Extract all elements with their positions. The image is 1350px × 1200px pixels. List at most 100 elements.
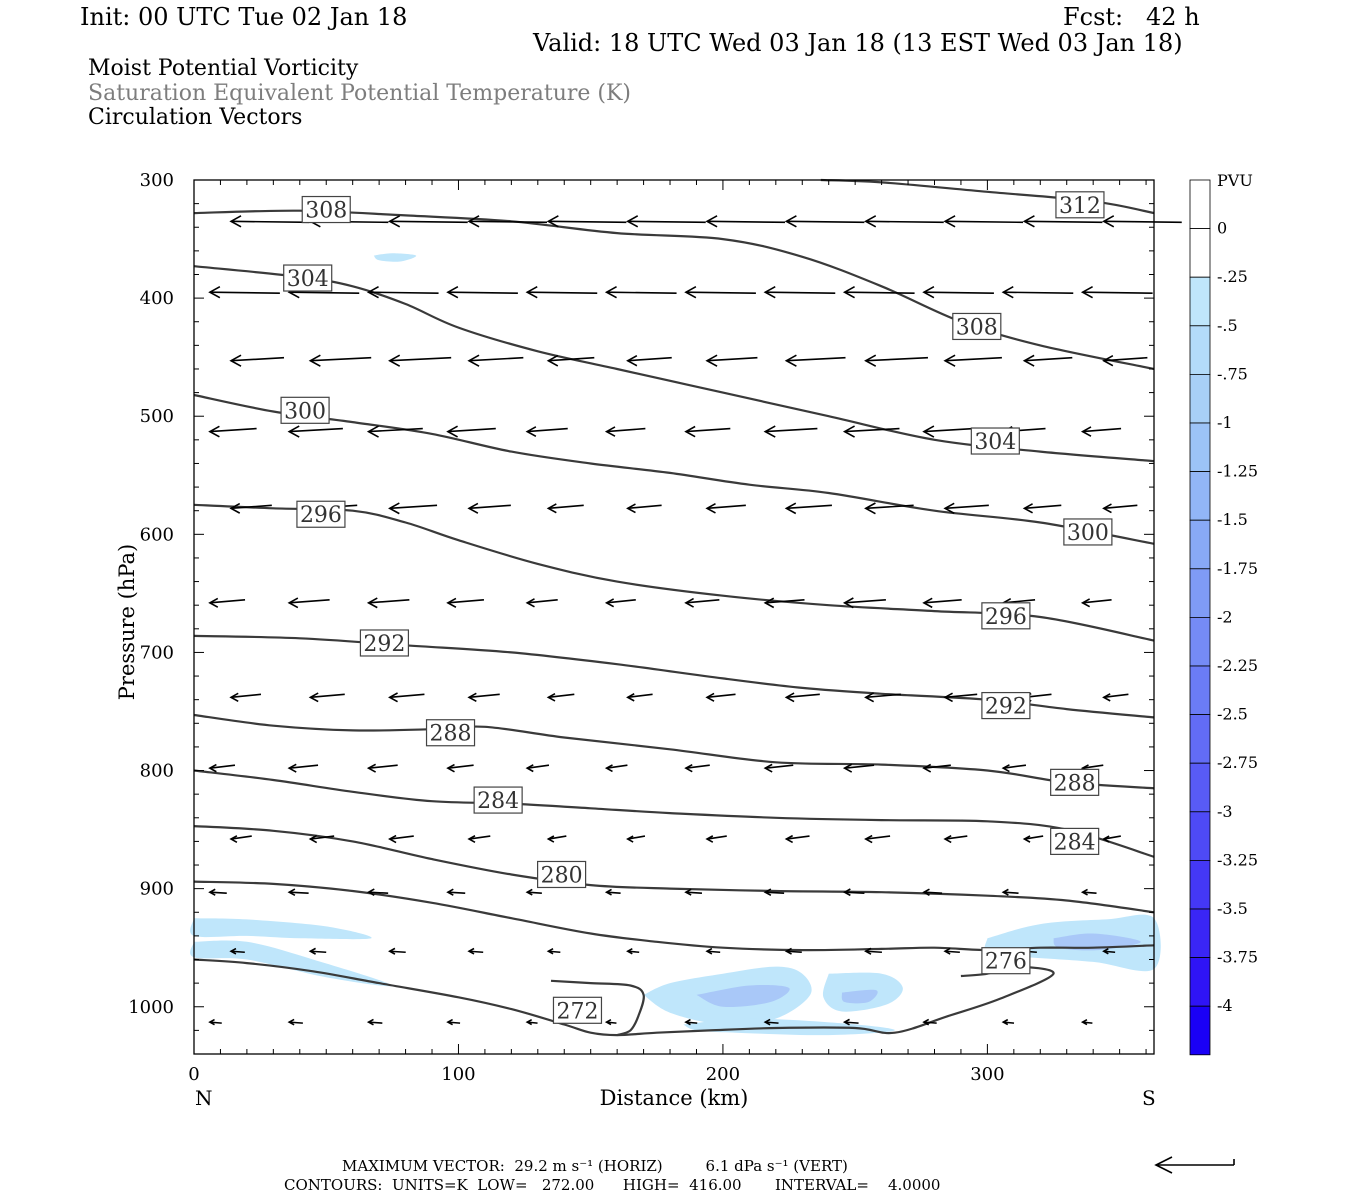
circulation-vector-42 xyxy=(684,425,731,438)
circulation-vector-37 xyxy=(287,425,343,438)
circulation-vector-104 xyxy=(864,834,891,844)
circulation-vector-83 xyxy=(1102,693,1129,702)
contour-label-text: 284 xyxy=(1054,830,1096,855)
contour-label-text: 300 xyxy=(1067,521,1109,546)
circulation-vector-89 xyxy=(604,764,628,773)
circulation-vector-47 xyxy=(1080,426,1122,437)
circulation-vector-98 xyxy=(388,834,414,844)
y-tick-label: 400 xyxy=(140,288,174,309)
colorbar-swatch xyxy=(1189,1005,1211,1056)
contour-label-text: 288 xyxy=(430,722,472,747)
contour-label-text: 280 xyxy=(541,863,583,888)
circulation-vector-122 xyxy=(388,947,406,955)
circulation-vector-131 xyxy=(1102,948,1116,955)
circulation-vector-5 xyxy=(626,215,706,228)
circulation-vector-97 xyxy=(308,834,335,844)
colorbar-swatch xyxy=(1189,860,1211,910)
circulation-vector-52 xyxy=(546,503,584,514)
circulation-vector-23 xyxy=(1080,286,1153,299)
circulation-vector-27 xyxy=(467,354,524,367)
circulation-vector-53 xyxy=(626,503,662,514)
circulation-vector-44 xyxy=(842,425,900,438)
colorbar-label: 0 xyxy=(1217,219,1227,238)
contour-label-box xyxy=(1063,518,1113,546)
circulation-vector-32 xyxy=(864,354,928,367)
circulation-vector-123 xyxy=(467,947,484,955)
colorbar-swatch xyxy=(1189,957,1211,1007)
contour-label-box xyxy=(425,719,476,747)
colorbar-swatch xyxy=(1189,471,1211,521)
circulation-vector-91 xyxy=(763,763,794,773)
circulation-vector-92 xyxy=(842,763,875,773)
contour-label-312-1: 312 xyxy=(1055,191,1105,219)
circulation-vector-101 xyxy=(626,835,646,843)
north-end-label: N xyxy=(195,1086,213,1110)
contour-label-text: 296 xyxy=(985,605,1027,630)
contour-312-11 xyxy=(820,178,1155,215)
contour-label-box xyxy=(473,786,523,814)
colorbar-swatch xyxy=(1189,908,1211,958)
contour-label-box xyxy=(970,427,1020,455)
colorbar-label: -3.5 xyxy=(1217,899,1248,918)
circulation-vector-57 xyxy=(943,502,989,515)
circulation-vector-139 xyxy=(763,1018,779,1026)
colorbar-label: -1.75 xyxy=(1217,559,1258,578)
circulation-vector-124 xyxy=(546,947,561,955)
circulation-vector-85 xyxy=(287,763,319,773)
circulation-vector-20 xyxy=(842,286,915,299)
circulation-vector-100 xyxy=(546,835,567,843)
title-thetae: Saturation Equivalent Potential Temperat… xyxy=(88,81,631,106)
circulation-vector-103 xyxy=(784,834,810,844)
circulation-vector-71 xyxy=(1080,598,1112,608)
circulation-vector-29 xyxy=(626,354,672,367)
colorbar-label: -3.25 xyxy=(1217,850,1258,869)
circulation-vector-142 xyxy=(1001,1018,1015,1026)
circulation-vector-3 xyxy=(467,215,548,228)
circulation-vector-48 xyxy=(229,502,272,514)
max-vector-note: MAXIMUM VECTOR: 29.2 m s⁻¹ (HORIZ) 6.1 d… xyxy=(342,1157,848,1175)
circulation-vector-0 xyxy=(229,215,310,228)
y-tick-label: 500 xyxy=(140,406,174,427)
circulation-vector-38 xyxy=(366,425,423,438)
circulation-vector-79 xyxy=(784,692,820,703)
circulation-vector-116 xyxy=(842,888,865,897)
circulation-vector-141 xyxy=(922,1018,937,1026)
contour-label-box xyxy=(1050,768,1100,796)
contour-label-text: 308 xyxy=(956,315,998,340)
circulation-vector-84 xyxy=(208,763,236,773)
circulation-vector-59 xyxy=(1102,503,1138,514)
circulation-vector-9 xyxy=(943,215,1024,228)
circulation-vector-138 xyxy=(684,1018,698,1026)
contour-272-1 xyxy=(550,979,645,1037)
contour-label-text: 288 xyxy=(1054,771,1096,796)
contour-label-272-17: 272 xyxy=(552,996,603,1024)
contour-label-box xyxy=(283,264,333,292)
contour-label-box xyxy=(301,195,351,224)
colorbar-label: -2.75 xyxy=(1217,753,1258,772)
circulation-vector-58 xyxy=(1022,503,1062,514)
circulation-vector-76 xyxy=(546,692,575,702)
circulation-vector-7 xyxy=(784,215,865,228)
colorbar-label: -1.25 xyxy=(1217,462,1258,481)
circulation-vector-35 xyxy=(1102,354,1148,367)
contour-label-280-15: 280 xyxy=(537,860,587,888)
colorbar-label: -1.5 xyxy=(1217,510,1248,529)
circulation-vector-56 xyxy=(864,502,914,515)
contour-label-box xyxy=(552,996,603,1024)
contour-label-box xyxy=(952,312,1002,341)
circulation-vector-137 xyxy=(604,1018,617,1026)
contour-label-300-4: 300 xyxy=(280,396,330,424)
reference-vector xyxy=(1154,1156,1235,1174)
colorbar-swatch xyxy=(1189,762,1211,813)
contour-label-284-14: 284 xyxy=(1050,827,1100,855)
title-mpv: Moist Potential Vorticity xyxy=(88,56,359,81)
circulation-vector-12 xyxy=(208,286,280,299)
circulation-vector-93 xyxy=(922,763,951,773)
circulation-vector-60 xyxy=(208,597,246,608)
x-tick-label: 300 xyxy=(970,1064,1004,1085)
pv-region-7 xyxy=(696,984,790,1008)
circulation-vector-112 xyxy=(525,888,542,896)
circulation-vector-69 xyxy=(922,597,962,609)
circulation-vector-129 xyxy=(943,947,960,955)
circulation-vector-87 xyxy=(446,763,474,773)
